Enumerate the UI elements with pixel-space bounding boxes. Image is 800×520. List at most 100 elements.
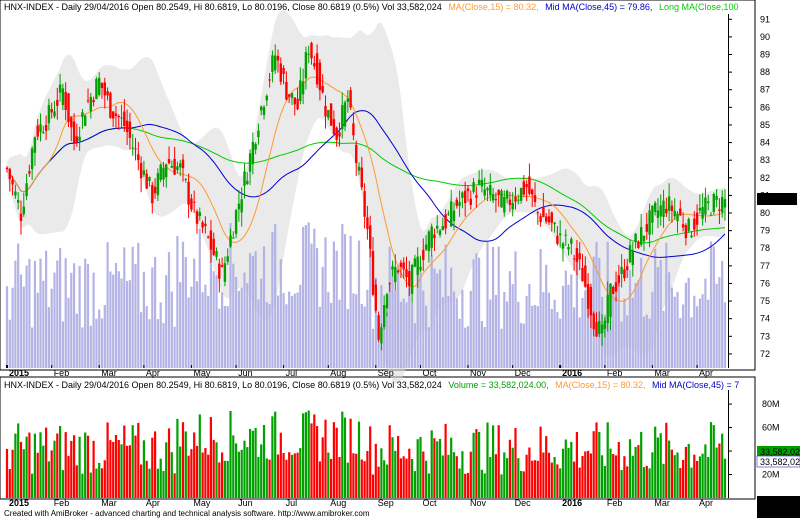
price-volume-bar <box>47 307 50 368</box>
volume-bar <box>302 413 305 498</box>
candle-body <box>489 184 492 196</box>
candle-body <box>508 199 512 205</box>
volume-bar <box>151 437 154 498</box>
candle-body <box>408 271 411 286</box>
vol-y-tick-label: 20M <box>762 470 780 480</box>
candle-body <box>212 238 215 255</box>
price-volume-bar <box>89 325 92 368</box>
price-volume-bar <box>631 297 634 368</box>
volume-bar <box>648 468 651 498</box>
candle-body <box>58 84 62 93</box>
vol-x-tick-label: Nov <box>470 498 487 508</box>
volume-bar <box>584 451 587 498</box>
candle-body <box>723 199 727 208</box>
volume-bar <box>117 440 120 498</box>
candle-body <box>519 188 523 201</box>
y-tick-label: 88 <box>760 67 770 77</box>
price-volume-bar <box>723 302 727 368</box>
candle-body <box>254 144 257 150</box>
candle-body <box>159 164 162 180</box>
volume-bar <box>651 452 654 498</box>
candle-body <box>95 79 98 100</box>
volume-bar <box>511 447 514 498</box>
candle-body <box>511 203 514 210</box>
candle-body <box>424 244 428 250</box>
candle-body <box>81 112 84 118</box>
y-tick-label: 90 <box>760 32 770 42</box>
price-volume-bar <box>251 255 254 368</box>
volume-bar <box>631 455 634 498</box>
volume-bar <box>612 454 615 498</box>
volume-bar <box>366 451 369 498</box>
candle-body <box>561 243 565 249</box>
volume-bar <box>134 435 137 498</box>
candle-body <box>628 245 632 263</box>
volume-bar <box>279 432 282 498</box>
candle-body <box>234 210 238 234</box>
volume-bar <box>466 472 470 498</box>
price-volume-bar <box>316 248 319 368</box>
volume-bar <box>307 410 310 498</box>
price-volume-bar <box>430 255 433 368</box>
volume-bar <box>120 444 123 498</box>
candle-body <box>156 173 160 196</box>
volume-bar <box>430 430 433 498</box>
volume-bar <box>103 460 106 498</box>
candle-body <box>5 167 9 170</box>
price-volume-bar <box>416 270 419 368</box>
volume-bar <box>142 440 145 498</box>
candle-body <box>505 190 509 199</box>
price-volume-bar <box>145 306 148 368</box>
volume-bar <box>425 460 428 498</box>
price-volume-bar <box>190 286 193 368</box>
price-volume-bar <box>61 321 64 368</box>
price-volume-bar <box>260 278 263 368</box>
volume-bar <box>413 471 416 498</box>
candle-body <box>209 230 213 250</box>
volume-bar <box>573 461 576 498</box>
volume-bar <box>556 464 559 498</box>
price-volume-bar <box>366 289 369 368</box>
volume-bar <box>665 422 668 498</box>
price-volume-bar <box>243 272 246 368</box>
candle-body <box>642 235 646 242</box>
price-volume-bar <box>19 274 23 368</box>
volume-bar <box>553 457 556 498</box>
price-volume-bar <box>92 272 95 368</box>
x-tick-label: Aug <box>330 368 346 378</box>
price-volume-bar <box>603 314 606 368</box>
candle-body <box>584 265 587 287</box>
candle-body <box>246 180 249 184</box>
price-volume-bar <box>212 271 215 368</box>
volume-bar <box>17 423 20 498</box>
svg-text:HNX-INDEX - Daily 29/04/2016 O: HNX-INDEX - Daily 29/04/2016 Open 80.254… <box>4 380 739 390</box>
price-volume-bar <box>123 247 126 368</box>
volume-bar <box>662 463 665 498</box>
volume-bar <box>676 452 679 498</box>
candle-body <box>165 164 168 178</box>
volume-bar <box>673 455 676 498</box>
volume-bar <box>707 457 710 498</box>
candle-body <box>282 68 285 74</box>
price-volume-bar <box>419 266 422 368</box>
price-volume-bar <box>626 315 629 368</box>
x-tick-label: Nov <box>470 368 487 378</box>
volume-bar <box>522 471 525 498</box>
volume-bar <box>324 419 327 498</box>
candle-body <box>310 42 313 59</box>
volume-bar <box>19 441 23 498</box>
volume-label: Volume = 33,582,024.00, <box>448 380 548 390</box>
price-volume-bar <box>201 292 204 368</box>
volume-bar <box>232 435 235 498</box>
volume-bar <box>237 451 240 498</box>
volume-bar <box>693 454 696 498</box>
volume-bar <box>628 439 632 498</box>
candle-body <box>72 121 76 144</box>
volume-bar <box>517 458 520 498</box>
candle-body <box>452 210 456 222</box>
candle-body <box>343 102 347 127</box>
candle-body <box>265 95 268 101</box>
candle-body <box>120 117 123 119</box>
price-volume-bar <box>718 277 721 368</box>
candle-body <box>352 123 355 136</box>
